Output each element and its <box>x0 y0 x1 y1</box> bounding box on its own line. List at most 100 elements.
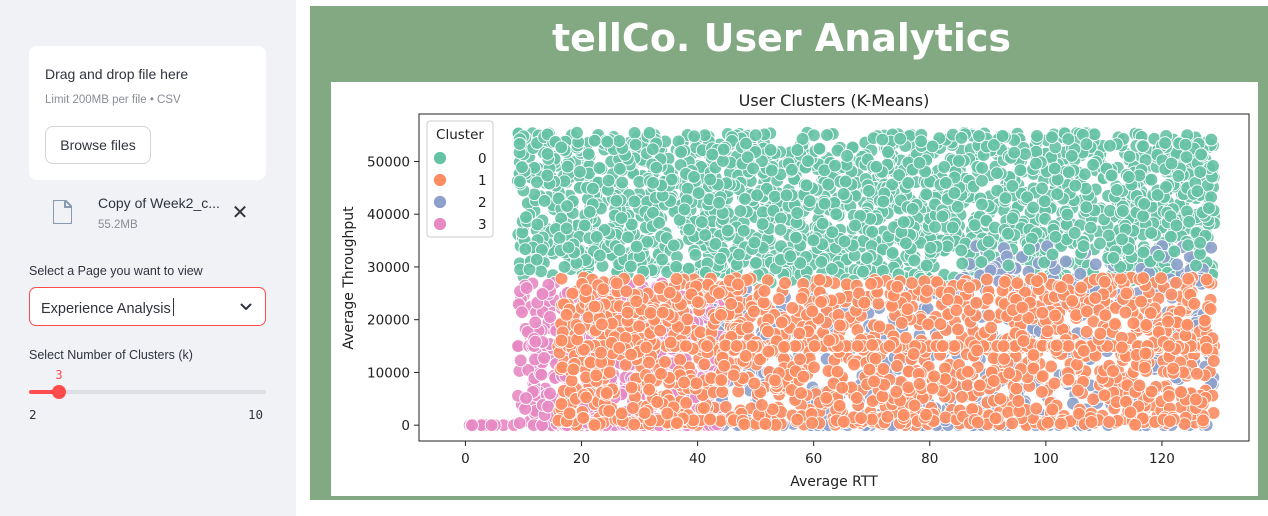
data-point <box>1154 271 1168 285</box>
data-point <box>713 251 728 266</box>
data-point <box>1093 236 1107 251</box>
data-point <box>981 234 996 249</box>
data-point <box>856 264 870 279</box>
data-point <box>1188 392 1203 407</box>
data-point <box>1137 360 1152 375</box>
data-point <box>951 322 965 337</box>
clusters-slider-thumb[interactable] <box>52 385 66 399</box>
data-point <box>990 166 1004 181</box>
clusters-slider-label: Select Number of Clusters (k) <box>29 348 193 362</box>
data-point <box>1114 271 1128 286</box>
data-point <box>677 202 692 217</box>
data-point <box>830 364 845 379</box>
clusters-slider-track[interactable] <box>29 385 266 399</box>
data-point <box>645 142 660 157</box>
data-point <box>975 161 989 175</box>
data-point <box>1050 187 1065 202</box>
data-point <box>1009 381 1024 396</box>
data-point <box>945 220 960 235</box>
data-point <box>923 240 938 255</box>
data-point <box>1115 340 1129 355</box>
data-point <box>1196 413 1210 428</box>
data-point <box>1076 344 1091 358</box>
browse-files-button[interactable]: Browse files <box>45 126 151 164</box>
data-point <box>1170 257 1184 272</box>
data-point <box>1126 316 1141 331</box>
data-point <box>889 384 904 399</box>
data-point <box>1061 132 1076 146</box>
data-point <box>829 207 844 222</box>
data-point <box>1179 150 1194 164</box>
data-point <box>677 375 691 390</box>
data-point <box>1181 271 1196 286</box>
data-point <box>1134 294 1148 309</box>
chart-container: 0 20 40 60 80 100 120 0 10000 20000 30000 40000 5000… <box>331 82 1258 496</box>
data-point <box>763 143 778 157</box>
data-point <box>529 252 544 267</box>
data-point <box>970 343 984 358</box>
data-point <box>1047 161 1062 176</box>
data-point <box>947 339 962 353</box>
data-point <box>674 145 688 159</box>
data-point <box>1182 214 1197 229</box>
data-point <box>761 324 775 339</box>
data-point <box>1097 275 1112 289</box>
data-point <box>655 305 670 320</box>
data-point <box>871 296 886 311</box>
data-point <box>975 197 989 212</box>
data-point <box>1015 300 1030 315</box>
data-point <box>576 411 591 425</box>
data-point <box>857 295 872 310</box>
data-point <box>557 260 572 274</box>
file-uploader-dropzone[interactable]: Drag and drop file here Limit 200MB per … <box>29 46 266 180</box>
data-point <box>1189 258 1203 273</box>
data-point <box>812 141 827 156</box>
data-point <box>1116 204 1130 218</box>
data-point <box>807 360 821 375</box>
data-point <box>669 272 684 286</box>
data-point <box>768 373 782 388</box>
data-point <box>756 295 771 310</box>
data-point <box>1136 271 1151 285</box>
data-point <box>785 301 800 315</box>
data-point <box>1110 183 1124 197</box>
data-point <box>714 373 729 387</box>
data-point <box>1143 306 1158 320</box>
data-point <box>777 340 791 354</box>
data-point <box>1030 129 1044 143</box>
data-point <box>790 412 805 427</box>
data-point <box>642 125 657 140</box>
data-point <box>880 409 895 424</box>
data-point <box>940 292 955 307</box>
data-point <box>522 262 537 277</box>
data-point <box>1178 137 1193 152</box>
data-point <box>627 126 642 140</box>
data-point <box>708 237 723 251</box>
cluster-scatter-chart: 0 20 40 60 80 100 1200100002000030000400005000… <box>341 91 1250 490</box>
data-point <box>774 315 789 330</box>
page-select[interactable]: Experience Analysis <box>29 287 266 326</box>
data-point <box>785 162 799 177</box>
data-point <box>689 376 704 391</box>
clusters-slider-value: 3 <box>55 368 63 382</box>
data-point <box>794 291 809 306</box>
data-point <box>670 416 684 430</box>
clusters-slider-fill <box>29 390 59 394</box>
data-point <box>1169 275 1183 290</box>
close-icon[interactable]: ✕ <box>231 202 249 224</box>
data-point <box>835 380 850 395</box>
data-point <box>789 230 803 245</box>
data-point <box>1171 169 1186 183</box>
data-point <box>833 318 847 333</box>
data-point <box>996 339 1011 353</box>
data-point <box>560 159 575 174</box>
data-point <box>912 377 927 391</box>
data-point <box>865 225 880 239</box>
data-point <box>767 189 782 204</box>
data-point <box>970 415 985 430</box>
data-point <box>1071 383 1085 398</box>
data-point <box>537 194 552 208</box>
data-point <box>865 338 880 352</box>
data-point <box>1199 272 1214 287</box>
data-point <box>1122 149 1137 164</box>
